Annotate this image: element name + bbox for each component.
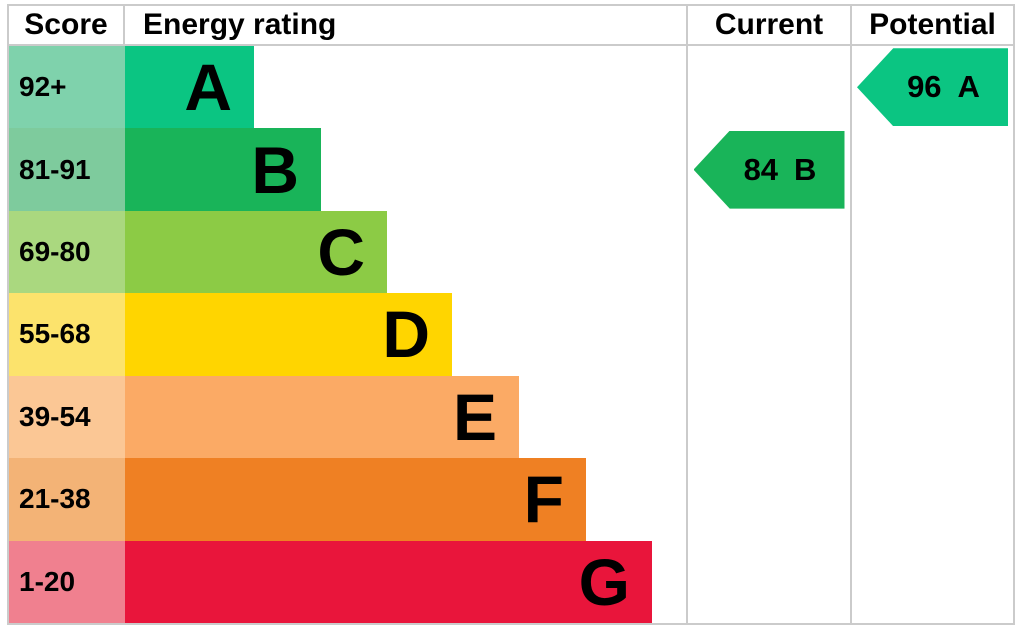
current-band-letter: B	[794, 151, 817, 187]
band-letter-e: E	[452, 379, 497, 454]
band-row-e: 39-54 E	[9, 375, 1013, 459]
score-range-cell-b: 81-91	[9, 128, 125, 211]
score-range-cell-c: 69-80	[9, 210, 125, 294]
rating-bar-b: B	[125, 128, 321, 211]
rating-bar-g: G	[125, 540, 652, 623]
current-cell-b: 84 B	[686, 128, 850, 211]
epc-rating-chart: Score Energy rating Current Potential 92…	[7, 4, 1015, 625]
band-letter-d: D	[382, 297, 430, 372]
potential-cell-a: 96 A	[850, 46, 1013, 129]
rating-bar-cell-g: G	[125, 540, 686, 623]
score-range-cell-d: 55-68	[9, 293, 125, 376]
potential-rating-arrow: 96 A	[857, 48, 1008, 127]
potential-cell-f	[850, 458, 1013, 541]
energy-rating-column-header: Energy rating	[143, 8, 337, 41]
band-letter-c: C	[317, 215, 365, 290]
current-cell-a	[686, 46, 850, 129]
band-row-d: 55-68 D	[9, 293, 1013, 376]
rating-bar-c: C	[125, 210, 387, 294]
rating-bar-e: E	[125, 375, 519, 459]
band-letter-a: A	[184, 50, 232, 125]
band-letter-b: B	[251, 132, 299, 207]
potential-cell-e	[850, 375, 1013, 459]
score-range-cell-g: 1-20	[9, 540, 125, 623]
potential-column-header: Potential	[850, 6, 1013, 44]
band-row-f: 21-38 F	[9, 458, 1013, 541]
rating-bar-f: F	[125, 458, 586, 541]
current-column-header: Current	[686, 6, 850, 44]
rating-bar-cell-f: F	[125, 458, 686, 541]
current-cell-d	[686, 293, 850, 376]
rating-bar-cell-d: D	[125, 293, 686, 376]
band-row-g: 1-20 G	[9, 540, 1013, 623]
potential-cell-c	[850, 210, 1013, 294]
band-row-a: 92+ A 96 A	[9, 46, 1013, 129]
potential-score-value: 96	[907, 69, 942, 105]
current-score-value: 84	[743, 151, 779, 187]
potential-cell-b	[850, 128, 1013, 211]
band-letter-g: G	[578, 544, 630, 619]
potential-cell-g	[850, 540, 1013, 623]
rating-bar-cell-a: A	[125, 46, 686, 129]
chart-header-row: Score Energy rating Current Potential	[9, 6, 1013, 46]
score-range-cell-a: 92+	[9, 46, 125, 129]
rating-bar-cell-e: E	[125, 375, 686, 459]
current-cell-g	[686, 540, 850, 623]
rating-bar-cell-b: B	[125, 128, 686, 211]
rating-bar-a: A	[125, 46, 254, 129]
potential-band-letter: A	[957, 69, 980, 105]
potential-cell-d	[850, 293, 1013, 376]
score-column-header: Score	[9, 6, 125, 44]
band-row-c: 69-80 C	[9, 210, 1013, 294]
score-range-cell-f: 21-38	[9, 458, 125, 541]
current-cell-f	[686, 458, 850, 541]
rating-bar-d: D	[125, 293, 452, 376]
rating-bar-cell-c: C	[125, 210, 686, 294]
band-row-b: 81-91 B 84 B	[9, 128, 1013, 211]
score-range-cell-e: 39-54	[9, 375, 125, 459]
current-cell-c	[686, 210, 850, 294]
current-rating-arrow: 84 B	[693, 130, 845, 209]
current-cell-e	[686, 375, 850, 459]
band-letter-f: F	[523, 462, 564, 537]
